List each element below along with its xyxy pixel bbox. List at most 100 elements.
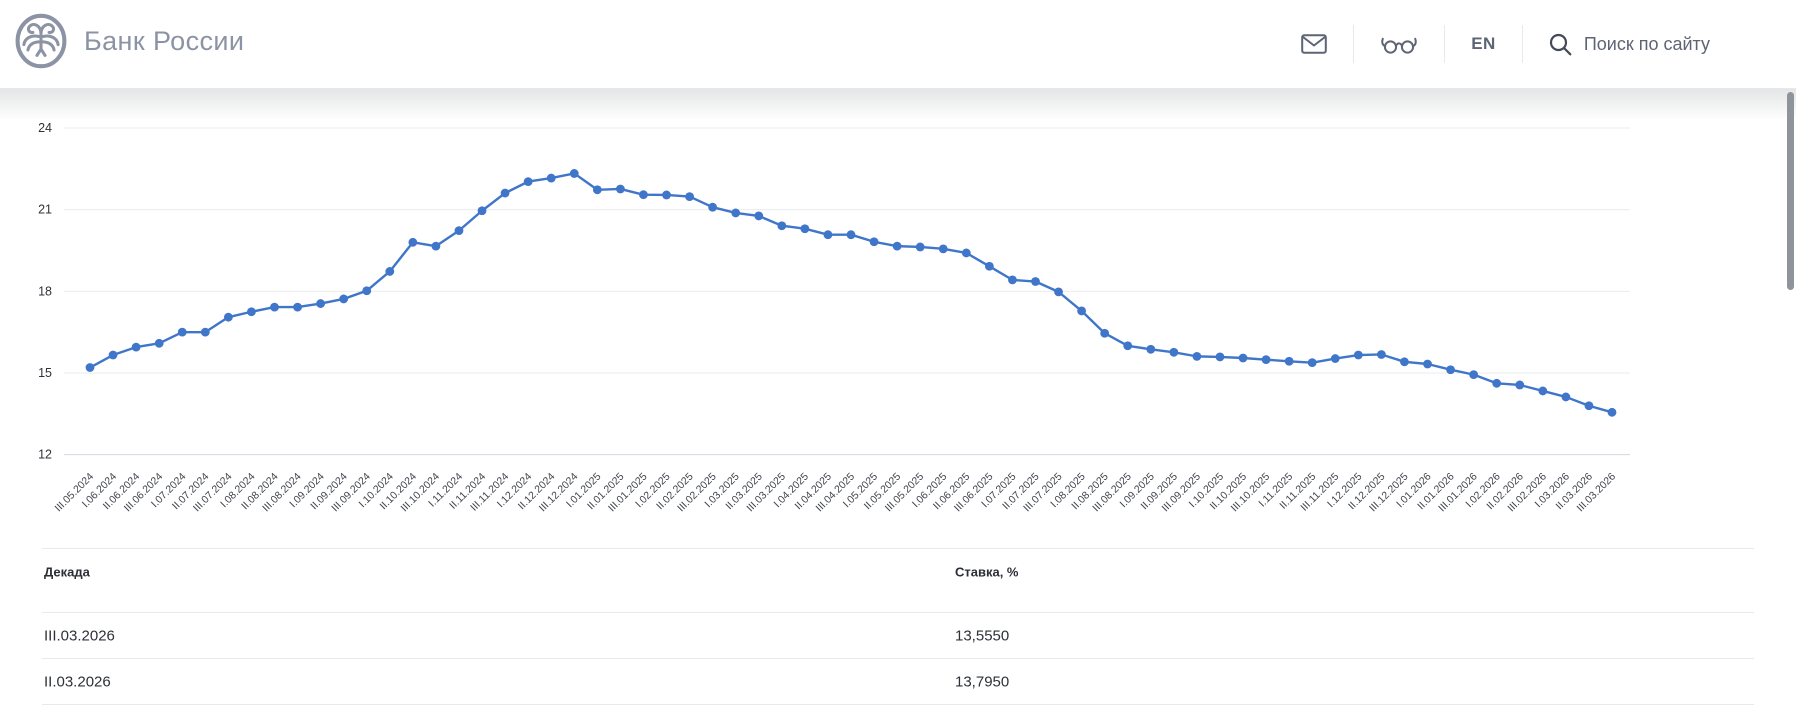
logo-text: Банк России [84,25,245,56]
rate-chart-block: 24 21 18 15 12 III.05.2024 I.06.2024 II.06.2024… [0,96,1796,516]
data-point[interactable] [1400,357,1409,367]
data-point[interactable] [615,184,625,194]
header-divider [1353,25,1355,63]
mail-icon [1301,34,1328,54]
data-point[interactable] [1238,353,1248,363]
cell-rate: 13,5550 [955,627,1010,645]
data-point[interactable] [1515,380,1525,390]
header-actions: EN Поиск по сайту [1301,0,1796,88]
data-point[interactable] [1376,350,1386,359]
data-point[interactable] [800,224,810,234]
data-point[interactable] [708,202,718,212]
data-point[interactable] [1100,328,1110,338]
header-divider [1521,25,1523,63]
data-point[interactable] [1146,344,1156,354]
y-axis-tick-label: 15 [38,366,52,380]
data-point[interactable] [685,192,694,201]
data-point[interactable] [892,241,902,251]
data-point[interactable] [200,327,210,337]
data-point[interactable] [270,302,279,312]
data-point[interactable] [408,237,418,247]
data-point[interactable] [754,211,764,221]
data-point[interactable] [1215,352,1225,362]
data-point[interactable] [1423,359,1432,369]
table-divider [42,612,1754,613]
data-point[interactable] [546,173,556,183]
data-point[interactable] [1469,370,1479,380]
data-point[interactable] [454,226,464,236]
cell-decade: III.03.2026 [44,627,115,645]
data-point[interactable] [731,208,741,218]
data-point[interactable] [431,241,441,251]
data-point[interactable] [131,342,141,352]
data-point[interactable] [592,185,602,195]
data-point[interactable] [639,190,648,200]
data-point[interactable] [1584,401,1594,411]
data-point[interactable] [846,230,856,240]
data-point[interactable] [293,302,302,312]
data-point[interactable] [223,312,233,322]
data-point[interactable] [1446,365,1455,375]
cell-rate: 13,7950 [955,673,1010,691]
data-point[interactable] [1307,358,1317,368]
mail-button[interactable] [1301,34,1328,54]
table-row: III.03.2026 13,5550 [0,613,1796,659]
data-point[interactable] [108,350,118,360]
data-point[interactable] [1169,347,1179,357]
data-point[interactable] [915,242,925,252]
cbr-eagle-icon [15,13,67,69]
y-axis-tick-label: 18 [38,284,52,298]
data-point[interactable] [777,221,787,231]
accessibility-button[interactable] [1380,33,1418,55]
rate-chart[interactable]: 2421181512III.05.2024I.06.2024II.06.2024… [0,96,1796,516]
data-point[interactable] [961,248,971,258]
data-point[interactable] [523,177,533,187]
table-divider [42,658,1754,659]
data-point[interactable] [1607,407,1617,417]
language-toggle[interactable]: EN [1471,34,1496,53]
data-point[interactable] [385,267,395,276]
cell-decade: II.03.2026 [44,673,111,691]
data-point[interactable] [1330,354,1340,363]
data-point[interactable] [1353,350,1363,360]
data-point[interactable] [1008,275,1017,285]
data-point[interactable] [1031,277,1040,286]
scrollbar-thumb[interactable] [1787,92,1794,290]
data-point[interactable] [247,307,256,317]
data-point[interactable] [477,206,487,216]
data-point[interactable] [1261,355,1271,365]
data-point[interactable] [1561,392,1571,402]
data-point[interactable] [662,190,671,200]
data-point[interactable] [1492,378,1502,388]
data-point[interactable] [500,188,510,198]
y-axis-tick-label: 12 [38,448,52,462]
data-point[interactable] [85,363,95,372]
site-search[interactable]: Поиск по сайту [1549,33,1710,56]
bank-of-russia-logo[interactable]: Банк России [14,12,244,70]
data-point[interactable] [869,237,879,247]
data-point[interactable] [1538,386,1548,396]
search-icon [1549,33,1572,55]
data-point[interactable] [316,299,326,308]
data-point[interactable] [177,327,187,337]
data-point[interactable] [823,230,833,240]
data-point[interactable] [938,244,948,254]
data-point[interactable] [1192,351,1202,361]
data-point[interactable] [362,286,372,296]
scrollbar-track[interactable] [1784,88,1796,708]
data-point[interactable] [1077,306,1087,316]
data-point[interactable] [1054,287,1063,297]
data-point[interactable] [154,338,164,348]
table-divider [42,548,1754,549]
y-axis-tick-label: 21 [38,203,52,217]
data-point[interactable] [569,169,579,178]
glasses-icon [1381,37,1417,54]
data-point[interactable] [339,294,349,304]
data-point[interactable] [1284,356,1294,366]
data-point[interactable] [1123,341,1133,351]
data-point[interactable] [984,261,994,271]
table-row: II.03.2026 13,7950 [0,659,1796,705]
y-axis-tick-label: 24 [38,121,52,135]
table-header-row: Декада Ставка, % [0,549,1796,595]
